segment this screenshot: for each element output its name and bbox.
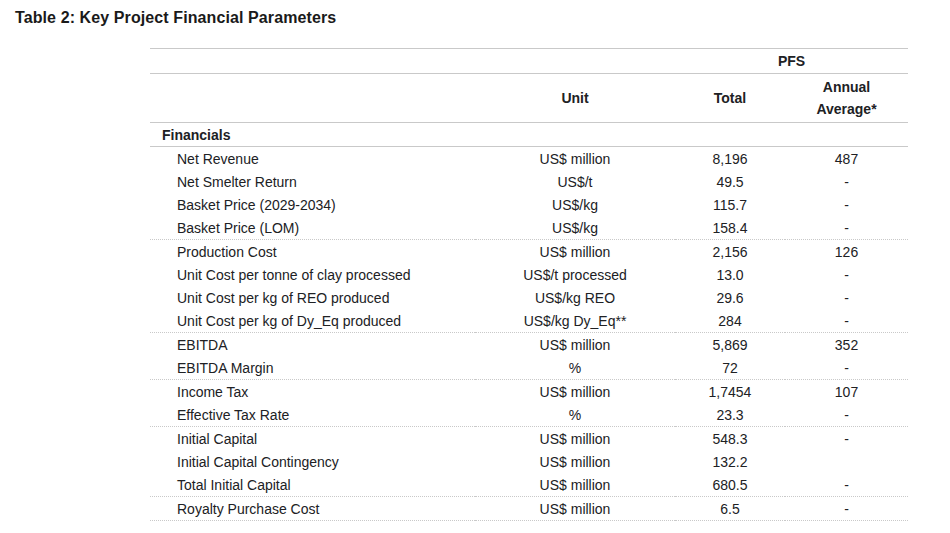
row-annual-average: 352: [785, 333, 908, 357]
financial-parameters-table: PFS Unit Total Annual Average* Financial…: [150, 48, 908, 521]
annual-average-label: Annual Average*: [806, 76, 888, 121]
row-total-value: 49.5: [675, 170, 785, 193]
row-unit: US$ million: [475, 497, 675, 521]
row-label: Initial Capital Contingency: [150, 450, 475, 473]
row-unit: US$ million: [475, 450, 675, 473]
row-label: Unit Cost per tonne of clay processed: [150, 263, 475, 286]
group-header-spacer: [150, 49, 675, 74]
row-unit: US$ million: [475, 333, 675, 357]
row-label: Income Tax: [150, 380, 475, 404]
row-annual-average: -: [785, 497, 908, 521]
table-row: EBITDA Margin % 72 -: [150, 356, 908, 380]
row-total-value: 548.3: [675, 427, 785, 451]
row-total-value: 5,869: [675, 333, 785, 357]
column-header-annual-average: Annual Average*: [785, 74, 908, 123]
column-header-row: Unit Total Annual Average*: [150, 74, 908, 123]
row-annual-average: -: [785, 216, 908, 240]
row-total-value: 115.7: [675, 193, 785, 216]
table-row: Production Cost US$ million 2,156 126: [150, 240, 908, 264]
table-body: Net Revenue US$ million 8,196 487 Net Sm…: [150, 147, 908, 521]
row-unit: US$/kg: [475, 193, 675, 216]
table-row: Initial Capital Contingency US$ million …: [150, 450, 908, 473]
row-label: Royalty Purchase Cost: [150, 497, 475, 521]
row-unit: US$ million: [475, 147, 675, 171]
column-header-total: Total: [675, 74, 785, 123]
row-label: Production Cost: [150, 240, 475, 264]
row-total-value: 6.5: [675, 497, 785, 521]
row-total-value: 72: [675, 356, 785, 380]
column-header-empty: [150, 74, 475, 123]
table-row: Total Initial Capital US$ million 680.5 …: [150, 473, 908, 497]
row-unit: US$ million: [475, 427, 675, 451]
row-total-value: 158.4: [675, 216, 785, 240]
row-label: Effective Tax Rate: [150, 403, 475, 427]
row-annual-average: -: [785, 427, 908, 451]
row-annual-average: -: [785, 170, 908, 193]
row-label: Unit Cost per kg of REO produced: [150, 286, 475, 309]
table-row: Royalty Purchase Cost US$ million 6.5 -: [150, 497, 908, 521]
row-annual-average: 107: [785, 380, 908, 404]
row-unit: US$ million: [475, 380, 675, 404]
row-total-value: 8,196: [675, 147, 785, 171]
row-annual-average: 487: [785, 147, 908, 171]
table-row: Unit Cost per kg of REO produced US$/kg …: [150, 286, 908, 309]
row-label: EBITDA Margin: [150, 356, 475, 380]
pfs-group-header: PFS: [675, 49, 908, 74]
row-label: Initial Capital: [150, 427, 475, 451]
row-annual-average: -: [785, 286, 908, 309]
row-unit: US$/kg Dy_Eq**: [475, 309, 675, 333]
row-total-value: 23.3: [675, 403, 785, 427]
group-header-row: PFS: [150, 49, 908, 74]
row-unit: US$/t processed: [475, 263, 675, 286]
row-label: EBITDA: [150, 333, 475, 357]
table-row: Effective Tax Rate % 23.3 -: [150, 403, 908, 427]
row-annual-average: -: [785, 473, 908, 497]
row-annual-average: -: [785, 403, 908, 427]
row-unit: US$/t: [475, 170, 675, 193]
table-row: Unit Cost per tonne of clay processed US…: [150, 263, 908, 286]
row-annual-average: -: [785, 193, 908, 216]
row-unit: US$ million: [475, 473, 675, 497]
row-annual-average: -: [785, 356, 908, 380]
row-total-value: 13.0: [675, 263, 785, 286]
table-row: Net Smelter Return US$/t 49.5 -: [150, 170, 908, 193]
row-total-value: 1,7454: [675, 380, 785, 404]
column-header-unit: Unit: [475, 74, 675, 123]
table-row: Unit Cost per kg of Dy_Eq produced US$/k…: [150, 309, 908, 333]
row-annual-average: -: [785, 263, 908, 286]
row-annual-average: [785, 450, 908, 473]
row-total-value: 284: [675, 309, 785, 333]
table-row: Income Tax US$ million 1,7454 107: [150, 380, 908, 404]
row-total-value: 680.5: [675, 473, 785, 497]
row-total-value: 132.2: [675, 450, 785, 473]
row-unit: US$/kg REO: [475, 286, 675, 309]
row-total-value: 29.6: [675, 286, 785, 309]
row-unit: US$/kg: [475, 216, 675, 240]
row-label: Net Smelter Return: [150, 170, 475, 193]
table-row: EBITDA US$ million 5,869 352: [150, 333, 908, 357]
row-total-value: 2,156: [675, 240, 785, 264]
row-unit: %: [475, 403, 675, 427]
table-row: Initial Capital US$ million 548.3 -: [150, 427, 908, 451]
row-label: Total Initial Capital: [150, 473, 475, 497]
section-header-row: Financials: [150, 123, 908, 147]
row-unit: %: [475, 356, 675, 380]
row-label: Basket Price (2029-2034): [150, 193, 475, 216]
table-row: Net Revenue US$ million 8,196 487: [150, 147, 908, 171]
row-annual-average: 126: [785, 240, 908, 264]
page-title: Table 2: Key Project Financial Parameter…: [15, 9, 336, 27]
row-annual-average: -: [785, 309, 908, 333]
section-header-financials: Financials: [150, 123, 908, 147]
row-label: Net Revenue: [150, 147, 475, 171]
table-row: Basket Price (LOM) US$/kg 158.4 -: [150, 216, 908, 240]
row-label: Basket Price (LOM): [150, 216, 475, 240]
table-header: PFS Unit Total Annual Average* Financial…: [150, 49, 908, 147]
row-label: Unit Cost per kg of Dy_Eq produced: [150, 309, 475, 333]
table-row: Basket Price (2029-2034) US$/kg 115.7 -: [150, 193, 908, 216]
row-unit: US$ million: [475, 240, 675, 264]
